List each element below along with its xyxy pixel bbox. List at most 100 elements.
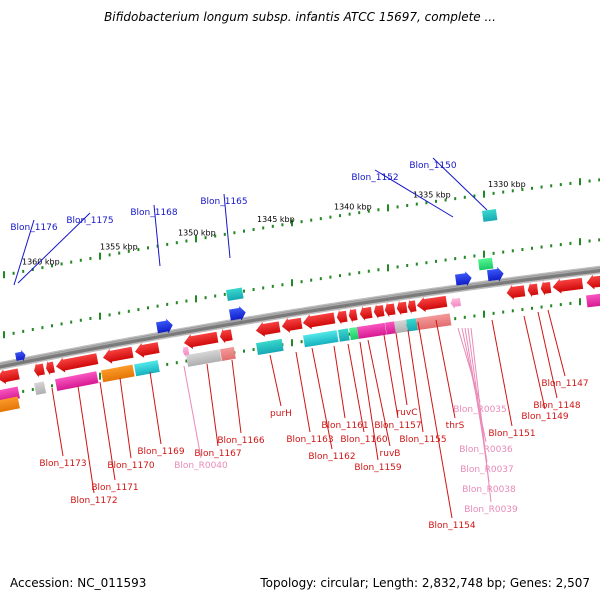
annotation-block-8[interactable]: [220, 344, 237, 363]
annotation-block-13[interactable]: [357, 320, 387, 341]
annotation-block-10[interactable]: [303, 328, 339, 349]
reverse-gene-21[interactable]: [527, 282, 539, 298]
reverse-gene-20[interactable]: [506, 283, 526, 300]
reverse-gene-23[interactable]: [552, 276, 584, 295]
reverse-gene-2[interactable]: [33, 362, 46, 379]
minor-tick: [137, 308, 140, 312]
gene-blon-1175-block[interactable]: [156, 318, 174, 336]
feature-green-1150[interactable]: [478, 255, 494, 273]
reverse-gene-14[interactable]: [359, 305, 373, 322]
label-blon-1171[interactable]: Blon_1171: [91, 381, 139, 493]
label-blon-1151[interactable]: Blon_1151: [488, 319, 536, 439]
annotation-block-7[interactable]: [186, 347, 222, 369]
label-blon-1170[interactable]: Blon_1170: [107, 377, 155, 471]
rna-blon-r0040-marker[interactable]: [182, 345, 190, 358]
label-ruvb[interactable]: ruvB: [367, 339, 400, 459]
reverse-gene-4[interactable]: [55, 351, 99, 374]
gene-blon-1176-marker[interactable]: [15, 349, 27, 363]
reverse-gene-13[interactable]: [348, 307, 358, 323]
annotation-block-9[interactable]: [256, 336, 284, 357]
reverse-gene-1[interactable]: [0, 367, 20, 386]
label-blon-1168[interactable]: Blon_1168: [130, 204, 178, 267]
reverse-gene-15[interactable]: [373, 303, 385, 319]
label-blon-1152[interactable]: Blon_1152: [351, 169, 454, 218]
label-blon-1165[interactable]: Blon_1165: [200, 193, 248, 259]
label-blon-1148[interactable]: Blon_1148: [533, 311, 581, 411]
gene-shape: [336, 309, 348, 325]
reverse-gene-18[interactable]: [407, 298, 417, 314]
label-blon-1166[interactable]: Blon_1166: [217, 359, 265, 446]
annotation-block-18[interactable]: [586, 291, 600, 309]
annotation-block-15[interactable]: [394, 317, 408, 336]
label-thrs[interactable]: thrS: [435, 319, 465, 431]
feature-teal-1165[interactable]: [226, 285, 244, 303]
annotation-block-11[interactable]: [338, 326, 351, 343]
reverse-gene-12[interactable]: [336, 309, 348, 325]
annotation-block-6[interactable]: [134, 358, 161, 378]
label-blon-1149[interactable]: Blon_1149: [521, 315, 569, 422]
label-blon-1154[interactable]: Blon_1154: [417, 321, 476, 531]
reverse-gene-5[interactable]: [102, 345, 134, 365]
annotation-block-3[interactable]: [34, 379, 47, 397]
label-blon-1161[interactable]: Blon_1161: [321, 345, 369, 431]
label-blon-1160[interactable]: Blon_1160: [340, 343, 388, 445]
annotation-block-16[interactable]: [406, 316, 418, 333]
reverse-gene-17[interactable]: [396, 300, 408, 316]
minor-tick: [118, 311, 121, 315]
label-blon-1173[interactable]: Blon_1173: [39, 387, 87, 469]
reverse-gene-8[interactable]: [219, 327, 233, 344]
reverse-gene-11[interactable]: [302, 311, 336, 331]
annotation-block-17[interactable]: [416, 311, 452, 332]
gene-blon-1165-block[interactable]: [229, 305, 247, 322]
minor-tick: [271, 224, 274, 228]
rna-trna-cluster-marker[interactable]: [450, 296, 462, 309]
gene-label: thrS: [446, 421, 465, 431]
leader-line: [99, 381, 116, 481]
label-blon-1147[interactable]: Blon_1147: [541, 309, 589, 389]
minor-tick: [377, 268, 380, 272]
reverse-gene-6[interactable]: [134, 340, 160, 359]
gene-shape: [396, 300, 408, 316]
scale-label-1340-kbp: 1340 kbp: [334, 203, 372, 212]
label-ruvc[interactable]: ruvC: [395, 332, 418, 418]
minor-tick: [185, 239, 188, 243]
reverse-gene-22[interactable]: [540, 280, 552, 296]
minor-tick: [531, 186, 533, 190]
gene-shape: [506, 284, 526, 300]
feature-teal-1150[interactable]: [482, 207, 498, 224]
reverse-gene-7[interactable]: [183, 330, 219, 351]
label-purh[interactable]: purH: [269, 354, 292, 419]
reverse-gene-10[interactable]: [281, 316, 303, 334]
leader-line: [435, 319, 456, 419]
label-blon-1162[interactable]: Blon_1162: [308, 347, 356, 462]
leader-line: [417, 321, 453, 519]
label-blon-1167[interactable]: Blon_1167: [194, 363, 242, 459]
label-blon-1172[interactable]: Blon_1172: [70, 385, 118, 506]
label-blon-r0039[interactable]: Blon_R0039: [464, 327, 518, 515]
label-blon-1150[interactable]: Blon_1150: [409, 157, 488, 211]
label-blon-1169[interactable]: Blon_1169: [137, 371, 185, 457]
annotation-block-5[interactable]: [101, 362, 136, 385]
reverse-gene-3[interactable]: [45, 360, 56, 376]
label-blon-1176[interactable]: Blon_1176: [10, 219, 58, 286]
gene-blon-1150-block[interactable]: [487, 266, 505, 283]
annotation-block-2[interactable]: [0, 394, 21, 415]
reverse-gene-16[interactable]: [384, 301, 396, 318]
label-blon-1155[interactable]: Blon_1155: [399, 329, 447, 445]
reverse-gene-19[interactable]: [416, 294, 448, 313]
label-blon-1175[interactable]: Blon_1175: [17, 212, 114, 284]
label-blon-r0040[interactable]: Blon_R0040: [174, 365, 228, 471]
gene-blon-1152-block[interactable]: [455, 270, 473, 287]
annotation-block-14[interactable]: [385, 319, 397, 336]
leader-line: [491, 319, 513, 427]
gene-label: Blon_1175: [66, 216, 113, 226]
reverse-gene-9[interactable]: [255, 319, 281, 338]
label-blon-1163[interactable]: Blon_1163: [286, 351, 334, 445]
annotation-block-4[interactable]: [55, 369, 99, 393]
gene-shape: [134, 342, 160, 358]
label-blon-1159[interactable]: Blon_1159: [354, 341, 402, 473]
annotation-block-12[interactable]: [349, 325, 360, 342]
reverse-gene-24[interactable]: [586, 273, 600, 290]
label-blon-1157[interactable]: Blon_1157: [374, 334, 422, 431]
